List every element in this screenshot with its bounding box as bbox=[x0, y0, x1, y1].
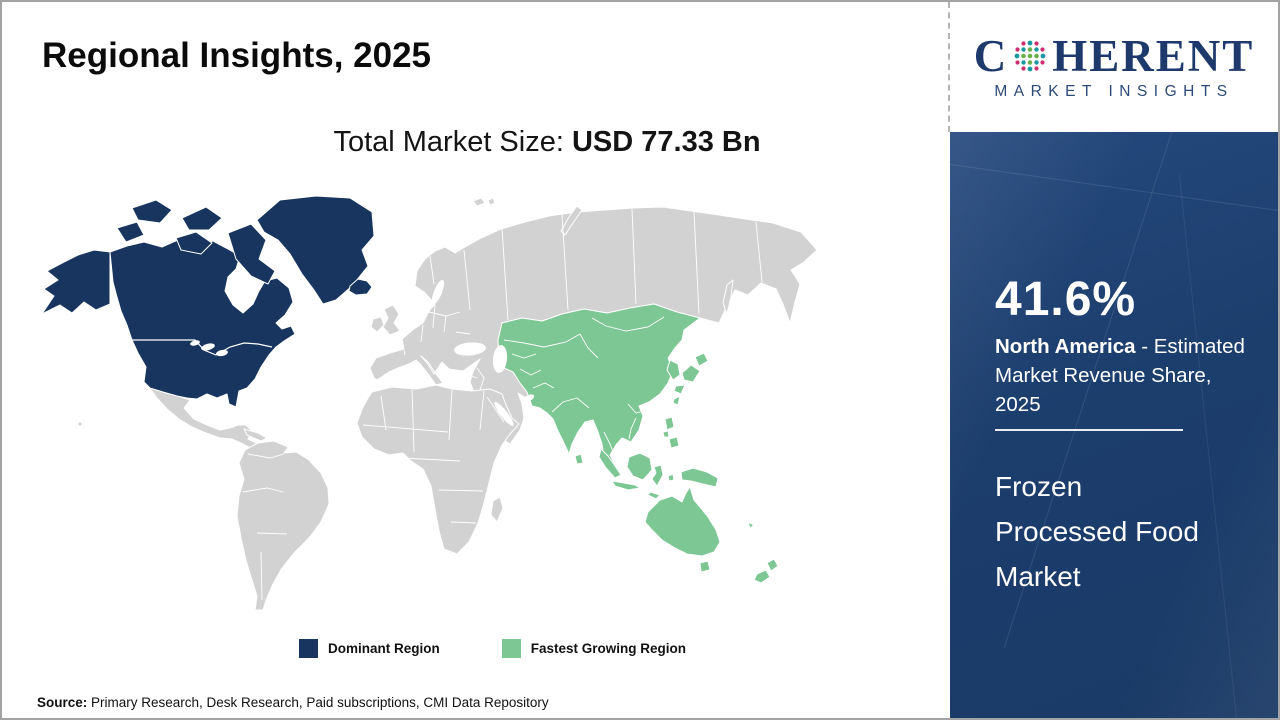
legend-swatch-fastest bbox=[501, 639, 521, 658]
us-canada-border bbox=[132, 339, 273, 356]
logo-letter-c: C bbox=[973, 30, 1009, 81]
legend-label-dominant: Dominant Region bbox=[328, 641, 440, 656]
market-name: Frozen Processed Food Market bbox=[995, 471, 1199, 592]
market-share-caption: North America - Estimated Market Revenue… bbox=[995, 335, 1245, 416]
logo-tagline: MARKET INSIGHTS bbox=[994, 82, 1234, 100]
source-note: Source: Primary Research, Desk Research,… bbox=[37, 695, 549, 710]
legend-label-fastest: Fastest Growing Region bbox=[530, 641, 687, 656]
page-title: Regional Insights, 2025 bbox=[42, 36, 431, 75]
seas bbox=[190, 278, 535, 427]
world-map bbox=[41, 195, 818, 611]
fastest-growing-region-shapes bbox=[497, 303, 779, 584]
market-share-region: North America bbox=[995, 335, 1136, 358]
market-share-value: 41.6% bbox=[995, 273, 1137, 326]
market-size-label: Total Market Size: bbox=[333, 126, 572, 158]
legend-item-fastest: Fastest Growing Region bbox=[501, 639, 687, 658]
logo-wordmark: C HERENT bbox=[973, 30, 1255, 81]
map-legend: Dominant Region Fastest Growing Region bbox=[299, 639, 686, 658]
market-size-line: Total Market Size: USD 77.33 Bn bbox=[142, 126, 952, 159]
source-text: Primary Research, Desk Research, Paid su… bbox=[87, 695, 549, 710]
country-borders bbox=[242, 208, 763, 601]
company-logo: C HERENT MARKET INSIGHTS bbox=[948, 2, 1278, 132]
sidebar-divider bbox=[995, 429, 1183, 431]
country-borders-apac bbox=[503, 316, 665, 455]
logo-letters-rest: HERENT bbox=[1052, 30, 1255, 81]
legend-swatch-dominant bbox=[299, 639, 318, 658]
sidebar-texture-line bbox=[1178, 173, 1239, 718]
highlight-sidebar: 41.6% North America - Estimated Market R… bbox=[950, 132, 1278, 718]
legend-item-dominant: Dominant Region bbox=[299, 639, 440, 658]
dominant-region-shapes bbox=[41, 195, 375, 408]
source-label: Source: bbox=[37, 695, 88, 710]
sidebar-texture-line bbox=[950, 155, 1278, 230]
globe-dots-icon bbox=[1014, 40, 1046, 72]
market-size-value: USD 77.33 Bn bbox=[571, 126, 761, 158]
